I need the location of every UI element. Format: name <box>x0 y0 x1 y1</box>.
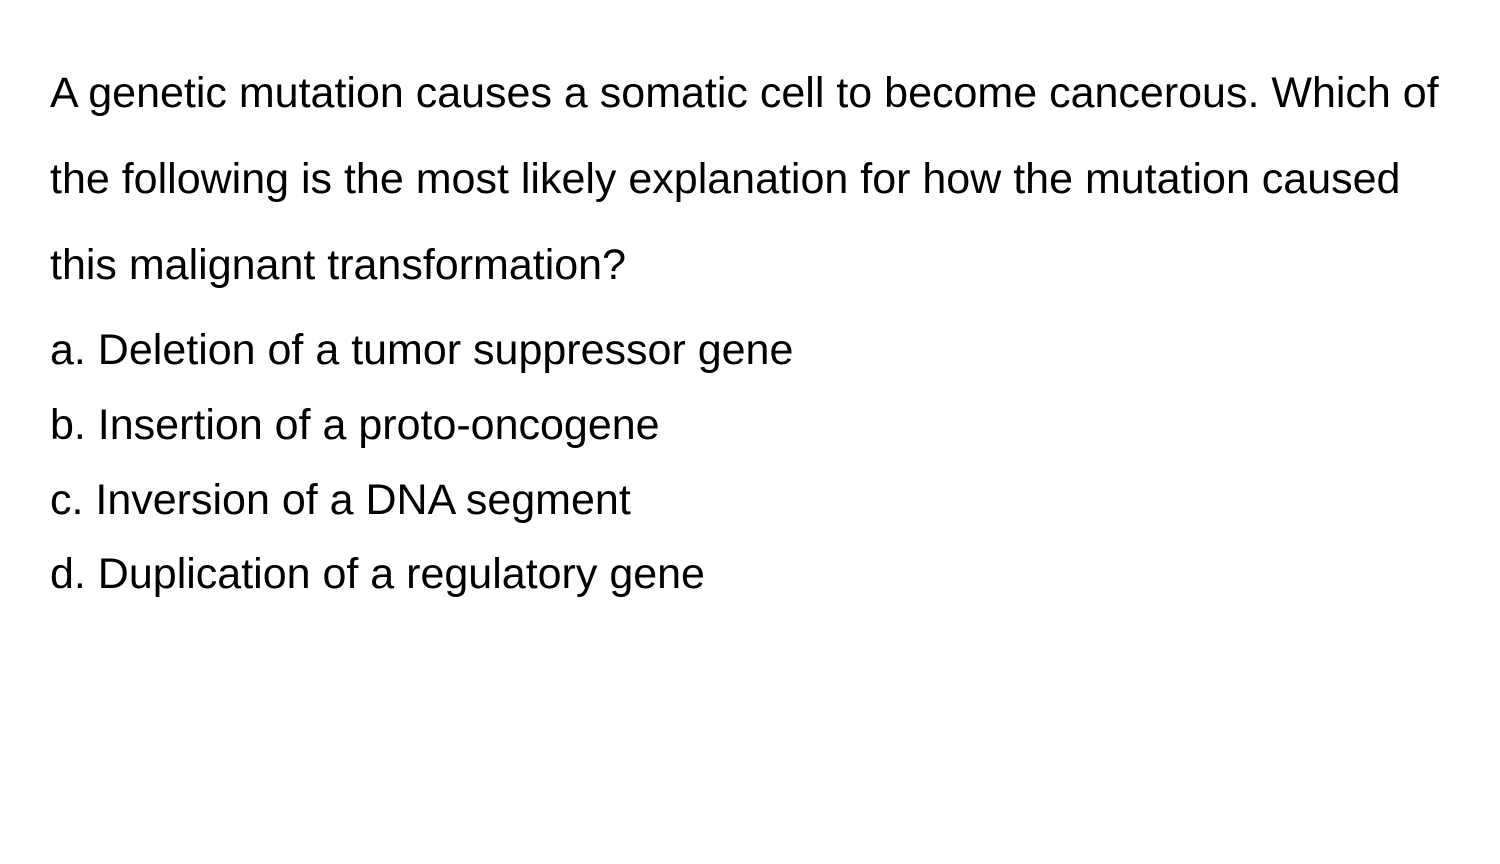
question-stem: A genetic mutation causes a somatic cell… <box>50 50 1450 308</box>
option-a: a. Deletion of a tumor suppressor gene <box>50 316 1450 385</box>
option-c: c. Inversion of a DNA segment <box>50 466 1450 535</box>
option-d: d. Duplication of a regulatory gene <box>50 540 1450 609</box>
option-b: b. Insertion of a proto-oncogene <box>50 391 1450 460</box>
